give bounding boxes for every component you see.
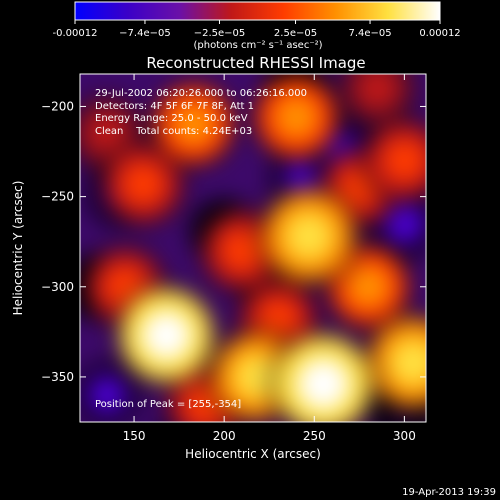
x-axis-label: Heliocentric X (arcsec) [185,447,321,461]
heatmap-blob-core [88,114,126,153]
colorbar-tick-label: -0.00012 [53,28,98,39]
heatmap-blob-core [389,338,426,387]
colorbar-tick-label: −2.5e−05 [194,28,246,39]
colorbar-ticks: -0.00012 −7.4e−05 −2.5e−05 2.5e−05 7.4e−05 0.… [53,20,461,39]
annotation-time-range: 29-Jul-2002 06:20:26.000 to 06:26:16.000 [95,88,307,99]
colorbar-tick-label: 7.4e−05 [348,28,391,39]
heatmap-blob-core [384,203,425,245]
x-tick-label: 300 [393,429,416,443]
plot-area: 150 200 250 300 −200 −250 −300 −350 [41,73,427,443]
y-tick-label: −300 [41,280,74,294]
annotation-detectors: Detectors: 4F 5F 6F 7F 8F, Att 1 [95,101,254,112]
heatmap-blob-core [87,375,127,415]
heatmap-blob-core [347,265,390,308]
heatmap-blob-core [274,95,318,139]
colorbar-gradient [74,1,441,21]
axis-ticks: 150 200 250 300 −200 −250 −300 −350 [41,74,426,443]
heatmap-blob-core [384,140,425,181]
render-timestamp: 19-Apr-2013 19:39 [402,487,496,498]
heatmap-blob-core [221,230,263,272]
colorbar-tick-label: −7.4e−05 [119,28,171,39]
heatmap-image [80,74,426,422]
annotation-energy-range: Energy Range: 25.0 - 50.0 keV [95,113,248,124]
heatmap-blob-core [284,211,334,261]
peak-position-label: Position of Peak = [255,-354] [95,399,241,410]
plot-frame [79,73,427,423]
colorbar-tick-label: 0.00012 [419,28,460,39]
colorbar-unit-label: (photons cm⁻² s⁻¹ asec⁻²) [193,40,322,51]
annotation-counts: Clean Total counts: 4.24E+03 [95,126,252,137]
y-tick-label: −200 [41,99,74,113]
y-axis-label: Heliocentric Y (arcsec) [11,181,25,316]
annotation-block: 29-Jul-2002 06:20:26.000 to 06:26:16.000… [95,88,307,137]
heatmap-blob-core [141,310,192,361]
heatmap-blob-core [296,357,350,411]
heatmap-blob-core [358,74,396,107]
heatmap-blob-core [122,163,164,205]
chart-title: Reconstructed RHESSI Image [146,54,365,72]
x-tick-label: 250 [303,429,326,443]
y-tick-label: −250 [41,190,74,204]
y-tick-label: −350 [41,370,74,384]
colorbar-tick-label: 2.5e−05 [274,28,317,39]
colorbar: -0.00012 −7.4e−05 −2.5e−05 2.5e−05 7.4e−05 0.… [53,1,461,51]
heatmap-blob-core [172,103,215,146]
x-tick-label: 150 [123,429,146,443]
heatmap-blobs [80,74,426,422]
x-tick-label: 200 [213,429,236,443]
